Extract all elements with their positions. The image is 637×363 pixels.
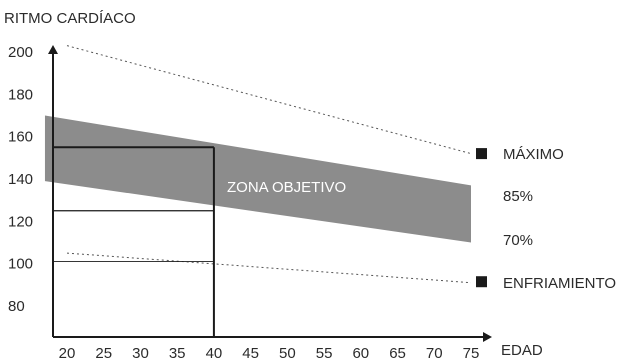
x-tick-label: 45 bbox=[242, 345, 259, 362]
x-tick-label: 20 bbox=[59, 345, 76, 362]
labels-layer: 80 100 120 140 160 180 200 20 25 30 35 40 45 50 55 60 65… bbox=[4, 10, 616, 362]
cooldown-rate-line bbox=[66, 252, 472, 284]
series-lines-layer bbox=[66, 45, 487, 288]
y-tick-label: 200 bbox=[8, 44, 33, 61]
x-tick-label: 25 bbox=[95, 345, 112, 362]
y-tick-label: 100 bbox=[8, 256, 33, 273]
x-tick-label: 65 bbox=[389, 345, 406, 362]
x-tick-label: 40 bbox=[206, 345, 223, 362]
guide-lines-layer bbox=[53, 146, 215, 337]
x-tick-label: 60 bbox=[352, 345, 369, 362]
y-tick-label: 180 bbox=[8, 86, 33, 103]
axes-layer bbox=[48, 45, 492, 342]
y-axis-arrow bbox=[48, 45, 58, 54]
legend-label: ENFRIAMIENTO bbox=[503, 275, 616, 292]
x-axis-title: EDAD bbox=[501, 342, 543, 359]
legend-label: MÁXIMO bbox=[503, 146, 564, 163]
y-tick-label: 160 bbox=[8, 129, 33, 146]
x-tick-label: 35 bbox=[169, 345, 186, 362]
legend-label: 85% bbox=[503, 188, 533, 205]
x-axis-arrow bbox=[483, 332, 492, 342]
target-zone-label: ZONA OBJETIVO bbox=[227, 179, 346, 196]
legend-label: 70% bbox=[503, 232, 533, 249]
cooldown-marker bbox=[476, 276, 487, 288]
x-tick-label: 30 bbox=[132, 345, 149, 362]
y-axis-title: RITMO CARDÍACO bbox=[4, 10, 136, 27]
y-tick-label: 80 bbox=[8, 298, 25, 315]
maximum-marker bbox=[476, 148, 487, 160]
x-tick-label: 55 bbox=[316, 345, 333, 362]
y-tick-label: 120 bbox=[8, 213, 33, 230]
x-tick-label: 75 bbox=[463, 345, 480, 362]
x-tick-label: 70 bbox=[426, 345, 443, 362]
x-tick-label: 50 bbox=[279, 345, 296, 362]
y-tick-label: 140 bbox=[8, 171, 33, 188]
